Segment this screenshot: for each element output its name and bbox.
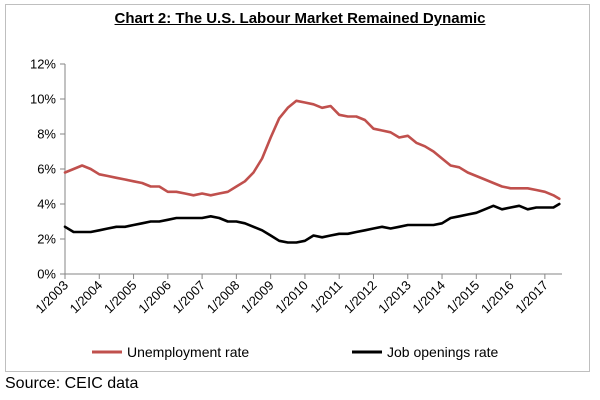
y-tick-label: 10% [30,92,56,107]
x-tick-label: 1/2003 [32,278,71,317]
x-tick-label: 1/2004 [67,278,106,317]
x-tick-label: 1/2006 [135,278,174,317]
x-tick-label: 1/2013 [375,278,414,317]
x-tick-label: 1/2016 [478,278,517,317]
x-tick-label: 1/2012 [341,278,380,317]
x-tick-label: 1/2011 [307,278,345,316]
legend-label-job-openings-rate: Job openings rate [387,344,499,360]
x-tick-label: 1/2017 [512,278,551,317]
series-line-job-openings-rate [63,202,561,244]
y-tick-label: 4% [37,197,56,212]
x-tick-label: 1/2014 [409,278,448,317]
legend-label-unemployment-rate: Unemployment rate [127,344,249,360]
y-tick-label: 8% [37,127,56,142]
y-tick-label: 6% [37,162,56,177]
x-tick-label: 1/2015 [444,278,483,317]
x-tick-label: 1/2010 [272,278,311,317]
series-line-unemployment-rate [63,99,561,201]
y-tick-label: 0% [37,267,56,282]
source-note: Source: CEIC data [5,375,139,392]
x-tick-label: 1/2007 [169,278,208,317]
chart-frame [5,4,590,372]
x-tick-label: 1/2008 [204,278,243,317]
x-tick-label: 1/2005 [101,278,140,317]
y-tick-label: 2% [37,232,56,247]
y-tick-label: 12% [30,57,56,72]
chart-title: Chart 2: The U.S. Labour Market Remained… [114,10,486,27]
x-tick-label: 1/2009 [238,278,277,317]
